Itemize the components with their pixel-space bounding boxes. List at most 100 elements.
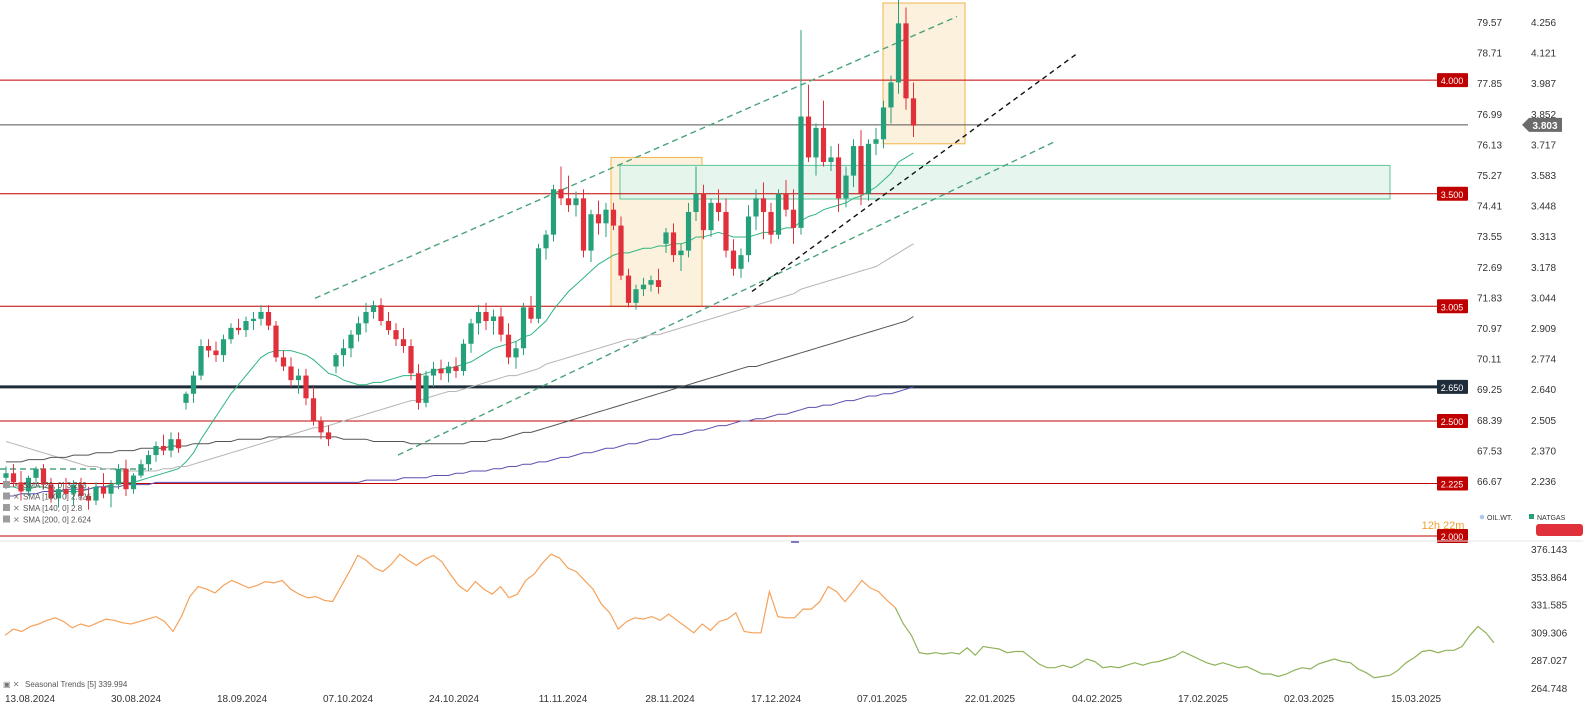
- sma-line: [6, 386, 914, 497]
- trend-lines: [0, 15, 1079, 470]
- right-axis-tick: 3.852: [1531, 110, 1556, 121]
- candle-body: [243, 321, 249, 331]
- candle-body: [663, 232, 669, 244]
- candle-body: [723, 211, 729, 251]
- candle-body: [475, 311, 482, 324]
- date-axis: 13.08.2024 30.08.2024 18.09.2024 07.10.2024…: [5, 694, 1441, 705]
- right-axis-tick: 2.370: [1531, 446, 1556, 457]
- candle-body: [123, 468, 129, 490]
- left-axis-tick: 78.71: [1477, 49, 1502, 60]
- candle-body: [573, 198, 579, 206]
- candle-body: [348, 334, 354, 349]
- candle-body: [895, 23, 902, 83]
- candle-body: [505, 334, 512, 358]
- level-badge: [1437, 414, 1468, 429]
- right-axis-tick: 3.583: [1531, 171, 1556, 182]
- candle-body: [640, 284, 647, 290]
- candle-body: [438, 368, 444, 374]
- candle-body: [873, 139, 879, 144]
- seasonal-trends-panel: 376.143 353.864 331.585 309.306 287.027 264.7…: [3, 545, 1568, 695]
- natgas-legend-label: NATGAS: [1537, 515, 1566, 522]
- candle-body: [738, 255, 744, 269]
- candle-body: [168, 439, 174, 451]
- right-axis-tick: 3.987: [1531, 79, 1556, 90]
- right-axis-tick: 3.717: [1531, 140, 1556, 151]
- level-label: 2.000: [1441, 532, 1464, 542]
- left-axis-tick: 67.53: [1477, 446, 1502, 457]
- candle-body: [498, 316, 504, 335]
- candle-body: [340, 348, 347, 356]
- candle-body: [805, 116, 812, 158]
- current-price-label: 3.803: [1532, 121, 1557, 132]
- legend-swatch: [3, 504, 10, 511]
- candle-body: [40, 468, 47, 485]
- candle-body: [633, 289, 639, 303]
- right-axis-tick: 3.313: [1531, 232, 1556, 243]
- candle-body: [85, 495, 92, 501]
- candle-body: [318, 421, 324, 433]
- candle-body: [483, 311, 489, 322]
- indicator-axis-tick: 309.306: [1531, 628, 1568, 639]
- candle-body: [760, 198, 767, 212]
- level-label: 4.000: [1441, 76, 1464, 86]
- candle-body: [130, 475, 137, 490]
- legend-x-icon: ✕: [13, 481, 20, 490]
- indicator-axis-tick: 353.864: [1531, 573, 1568, 584]
- seasonal-trend-oil-line: [4, 553, 896, 636]
- left-axis-tick: 76.13: [1477, 140, 1502, 151]
- candle-body: [648, 280, 654, 285]
- candle-body: [325, 432, 332, 440]
- candle-body: [775, 193, 782, 235]
- candle-body: [10, 473, 17, 483]
- level-label: 3.500: [1441, 190, 1464, 200]
- candle-body: [880, 107, 887, 140]
- candle-body: [813, 127, 819, 158]
- level-label: 3.005: [1441, 302, 1464, 312]
- date-tick: 18.09.2024: [217, 694, 267, 705]
- candle-body: [670, 232, 677, 256]
- date-tick: 07.01.2025: [857, 694, 907, 705]
- candle-body: [145, 455, 152, 465]
- date-tick: 17.02.2025: [1178, 694, 1228, 705]
- candle-body: [858, 146, 864, 194]
- candle-body: [3, 473, 9, 478]
- legend-x-icon: ✕: [13, 504, 20, 513]
- indicator-legend-label: Seasonal Trends [5] 339.994: [25, 680, 128, 689]
- right-axis-tick: 3.448: [1531, 202, 1556, 213]
- candle-body: [100, 486, 107, 494]
- candle-body: [843, 175, 849, 199]
- sma-line: [6, 152, 914, 492]
- natgas-legend-marker: [1529, 514, 1534, 519]
- candle-body: [355, 323, 362, 335]
- date-tick: 13.08.2024: [5, 694, 55, 705]
- candle-body: [565, 198, 572, 206]
- legend-label: SMA [200, 0] 2.624: [23, 516, 92, 525]
- indicator-legend-icon: ▣ ✕: [3, 680, 19, 689]
- candle-body: [445, 366, 452, 374]
- natgas-price-badge: [1536, 524, 1583, 536]
- sma-line: [6, 316, 914, 463]
- legend-label: SMA [140, 0] 2.8: [23, 504, 83, 513]
- candle-body: [730, 250, 737, 269]
- candle-body: [865, 143, 872, 194]
- right-axis-tick: 3.178: [1531, 263, 1556, 274]
- right-axis-tick: 2.640: [1531, 385, 1556, 396]
- current-price-badge: [1522, 117, 1562, 132]
- legend-swatch: [3, 492, 10, 500]
- date-tick: 22.01.2025: [965, 694, 1015, 705]
- left-axis-tick: 75.27: [1477, 171, 1502, 182]
- candle-body: [183, 393, 189, 403]
- right-axis-tick: 2.774: [1531, 355, 1556, 366]
- upper-channel-line: [314, 15, 958, 299]
- candle-body: [385, 321, 392, 331]
- candle-body: [423, 375, 429, 403]
- candle-body: [550, 189, 557, 235]
- candle-body: [910, 98, 917, 126]
- sma-legend: ✕ SMA [20, 0] 3.263✕ SMA [100, 0] 2.926✕ SM…: [3, 481, 92, 525]
- candle-body: [655, 280, 662, 287]
- indicator-axis-tick: 376.143: [1531, 545, 1568, 556]
- oil-legend-marker: [1479, 514, 1485, 520]
- date-tick: 24.10.2024: [429, 694, 479, 705]
- candle-body: [235, 327, 242, 331]
